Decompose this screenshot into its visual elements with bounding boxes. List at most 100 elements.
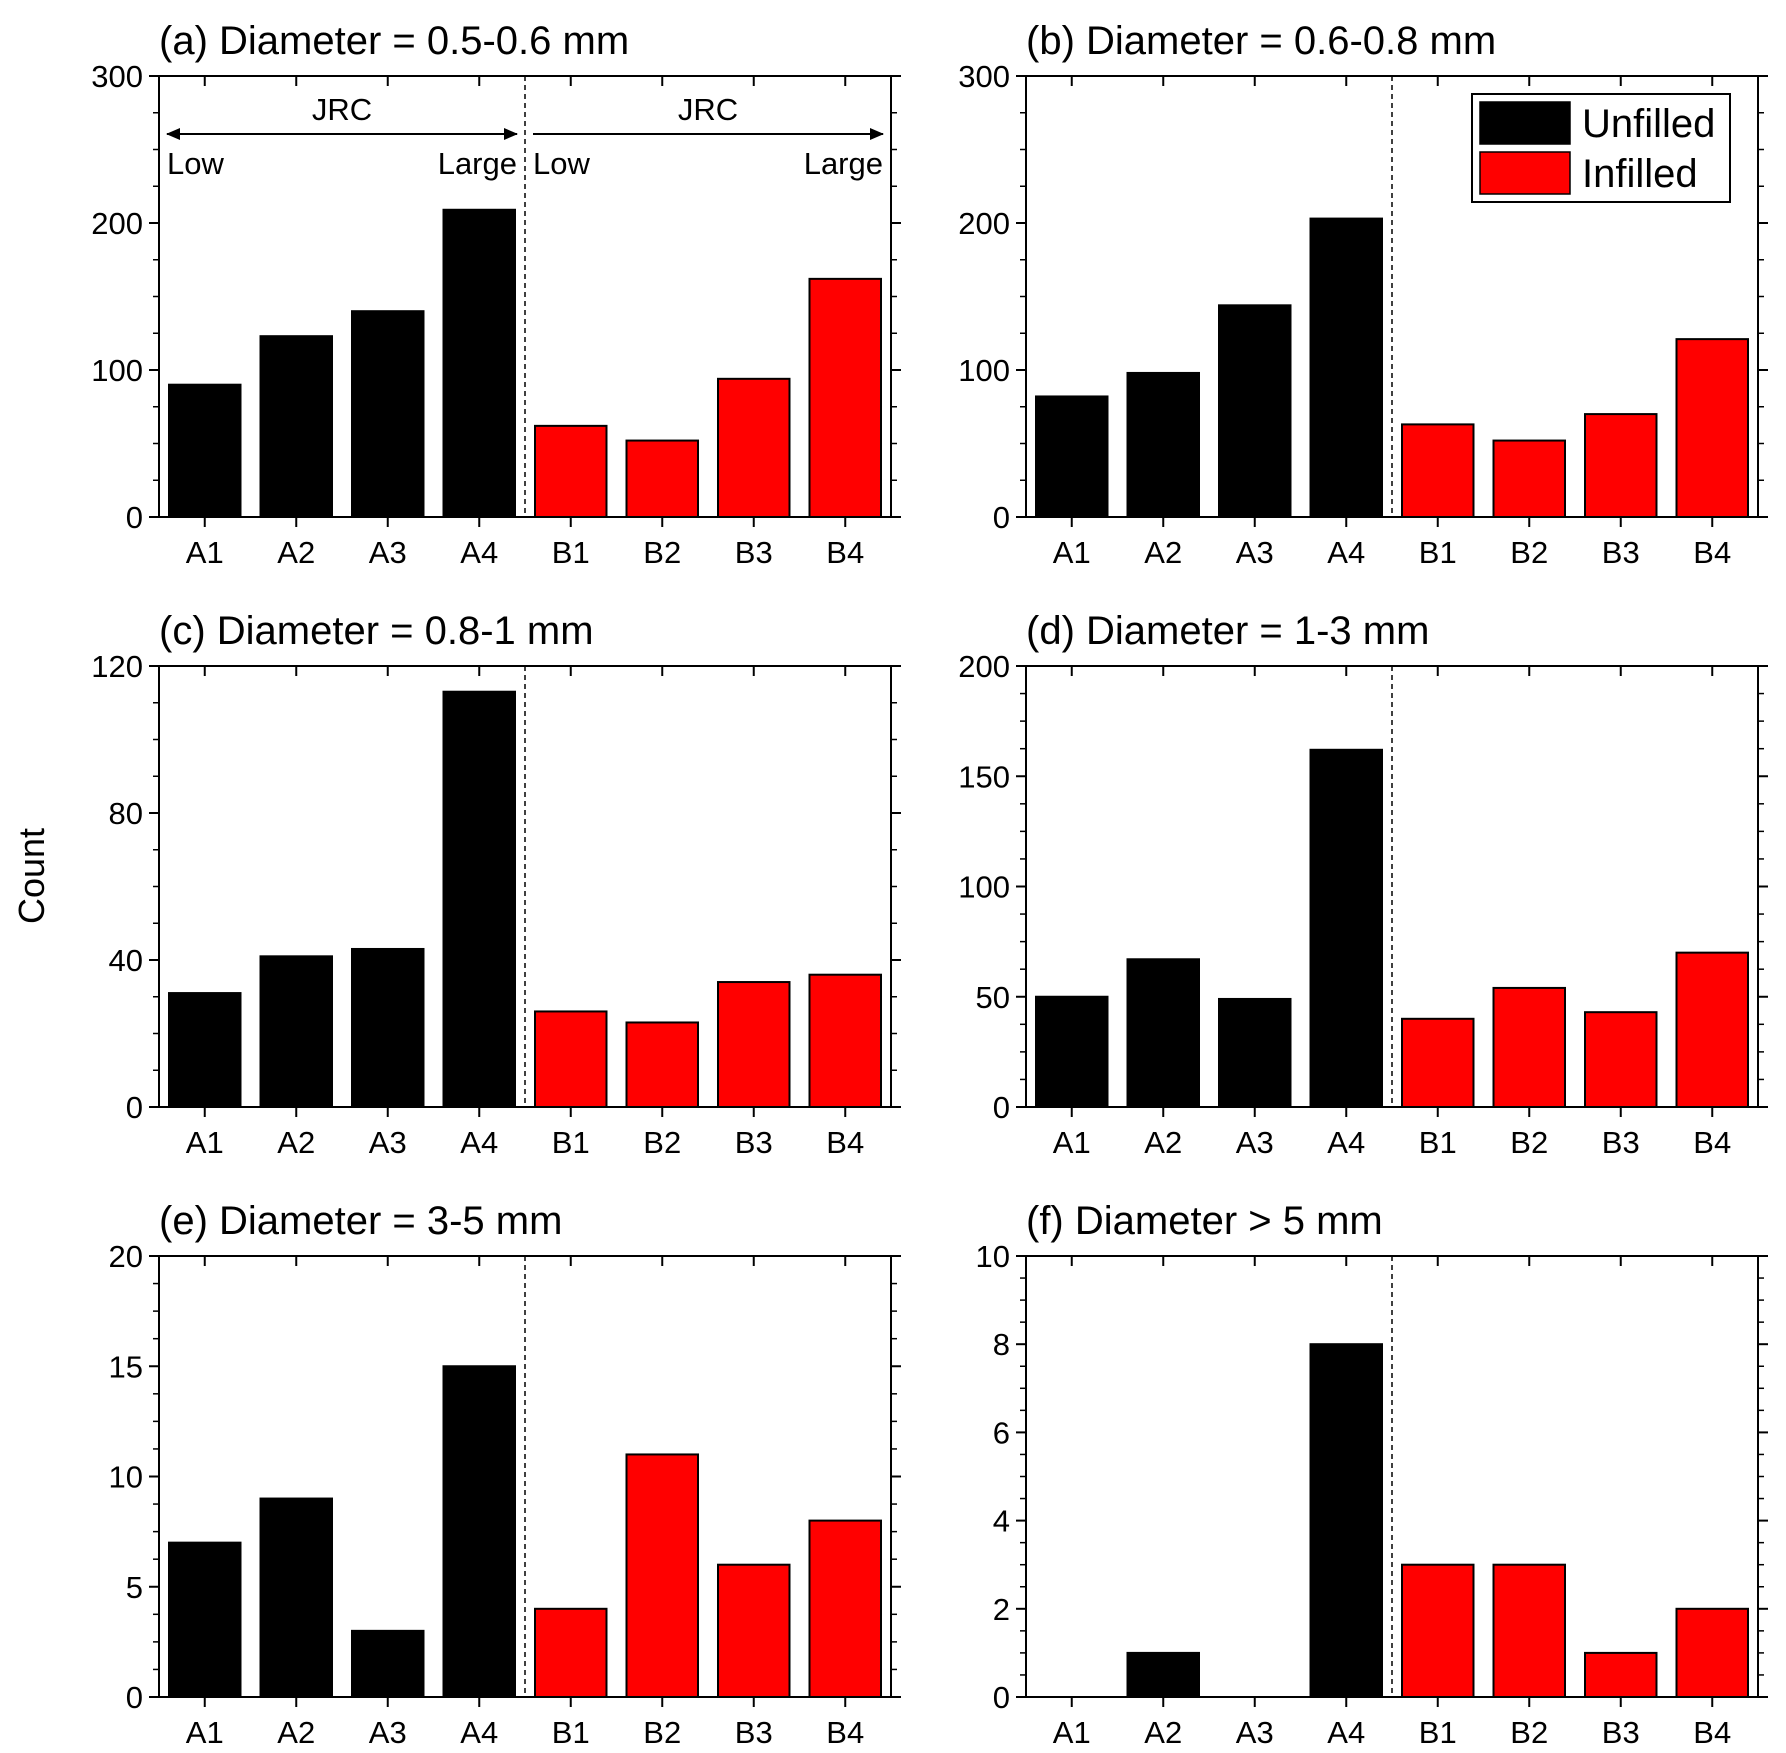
y-tick-label: 100 <box>958 353 1010 388</box>
x-tick-label: B1 <box>1419 535 1457 570</box>
y-tick-label: 80 <box>109 796 143 831</box>
bar-b2 <box>1492 986 1566 1108</box>
jrc-low-right: Low <box>533 146 590 181</box>
bar-b1 <box>534 1607 608 1699</box>
x-tick-label: B2 <box>643 1125 681 1160</box>
panel-f-title: (f) Diameter > 5 mm <box>1026 1199 1383 1243</box>
bar-b4 <box>1675 338 1749 518</box>
x-tick-label: B3 <box>1602 1715 1640 1750</box>
bar-b3 <box>717 1563 791 1698</box>
bar-b1 <box>534 424 608 518</box>
panel-b: (b) Diameter = 0.6-0.8 mm A1 A2 A3 A4 B1 B2 B3 B… <box>958 19 1768 570</box>
legend-label-unfilled: Unfilled <box>1582 102 1715 146</box>
bar-a2 <box>259 335 333 518</box>
bar-b3 <box>1584 413 1658 519</box>
plot-frame <box>1025 1255 1759 1698</box>
bar-b2 <box>625 1453 699 1698</box>
y-tick-label: 15 <box>109 1349 143 1384</box>
bar-a1 <box>168 383 242 519</box>
x-tick-label: A2 <box>277 1125 315 1160</box>
x-tick-label: A4 <box>1327 1125 1365 1160</box>
panel-b-title: (b) Diameter = 0.6-0.8 mm <box>1026 19 1496 63</box>
bar-a3 <box>1218 304 1292 518</box>
plot-frame <box>158 665 892 1108</box>
y-tick-label: 5 <box>126 1570 143 1605</box>
x-tick-label: B4 <box>826 535 864 570</box>
bar-b4 <box>808 973 882 1109</box>
y-tick-label: 2 <box>993 1592 1010 1627</box>
y-tick-label: 6 <box>993 1415 1010 1450</box>
bar-b1 <box>1401 1563 1475 1698</box>
y-tick-label: 200 <box>91 206 143 241</box>
x-tick-label: B2 <box>1510 1125 1548 1160</box>
x-tick-label: B2 <box>1510 535 1548 570</box>
y-tick-label: 200 <box>958 206 1010 241</box>
y-tick-label: 100 <box>958 870 1010 905</box>
x-tick-label: A1 <box>1053 1125 1091 1160</box>
x-tick-label: A2 <box>277 535 315 570</box>
bar-b2 <box>625 1021 699 1108</box>
x-tick-label: A4 <box>1327 1715 1365 1750</box>
x-tick-label: A4 <box>460 1125 498 1160</box>
bar-a4 <box>442 690 516 1108</box>
x-tick-label: B1 <box>1419 1125 1457 1160</box>
panel-f: (f) Diameter > 5 mm A1 A2 A3 A4 B1 B2 B3 B4 0 2 4 6 8… <box>976 1199 1768 1750</box>
bar-a3 <box>351 310 425 519</box>
bar-b4 <box>808 1519 882 1698</box>
x-tick-label: B4 <box>826 1715 864 1750</box>
bar-b2 <box>625 439 699 518</box>
figure-y-axis-label: Count <box>11 828 52 924</box>
x-tick-label: A4 <box>1327 535 1365 570</box>
x-tick-label: A3 <box>1236 1125 1274 1160</box>
x-tick-label: A1 <box>186 1125 224 1160</box>
x-tick-label: A1 <box>1053 535 1091 570</box>
y-tick-label: 300 <box>91 59 143 94</box>
bar-b3 <box>1584 1651 1658 1699</box>
bar-a1 <box>168 992 242 1109</box>
bar-b3 <box>717 981 791 1108</box>
bar-a4 <box>1309 748 1383 1108</box>
x-tick-label: A4 <box>460 1715 498 1750</box>
panel-a-title: (a) Diameter = 0.5-0.6 mm <box>159 19 629 63</box>
bar-a1 <box>1035 995 1109 1108</box>
x-tick-label: B4 <box>1693 1715 1731 1750</box>
x-tick-label: A2 <box>277 1715 315 1750</box>
x-tick-label: A3 <box>1236 1715 1274 1750</box>
bar-a3 <box>351 1629 425 1698</box>
panel-d: (d) Diameter = 1-3 mm A1 A2 A3 A4 B1 B2 B3 B4 0 50… <box>958 609 1768 1160</box>
panel-e: (e) Diameter = 3-5 mm A1 A2 A3 A4 B1 B2 B3 B4 0 5 1… <box>109 1199 901 1750</box>
y-tick-label: 20 <box>109 1239 143 1274</box>
y-tick-label: 0 <box>126 500 143 535</box>
y-tick-label: 50 <box>976 980 1010 1015</box>
x-tick-label: B1 <box>552 1125 590 1160</box>
y-tick-label: 150 <box>958 759 1010 794</box>
x-tick-label: A3 <box>369 535 407 570</box>
y-tick-label: 4 <box>993 1504 1010 1539</box>
panel-d-title: (d) Diameter = 1-3 mm <box>1026 609 1429 653</box>
x-tick-label: B3 <box>735 535 773 570</box>
legend-label-infilled: Infilled <box>1582 152 1698 196</box>
x-tick-label: A2 <box>1144 535 1182 570</box>
x-tick-label: B1 <box>552 535 590 570</box>
jrc-label-left: JRC <box>312 92 372 127</box>
bar-a2 <box>259 955 333 1109</box>
x-tick-label: B1 <box>1419 1715 1457 1750</box>
bar-a2 <box>1126 1651 1200 1699</box>
x-tick-label: B2 <box>643 1715 681 1750</box>
bar-b1 <box>1401 1017 1475 1108</box>
plot-frame <box>158 75 892 518</box>
bar-b1 <box>1401 423 1475 519</box>
x-tick-label: B3 <box>1602 535 1640 570</box>
x-tick-label: A3 <box>1236 535 1274 570</box>
y-tick-label: 10 <box>976 1239 1010 1274</box>
bar-a2 <box>259 1497 333 1699</box>
x-tick-label: B4 <box>1693 535 1731 570</box>
panel-e-title: (e) Diameter = 3-5 mm <box>159 1199 562 1243</box>
bar-a4 <box>1309 217 1383 518</box>
x-tick-label: A4 <box>460 535 498 570</box>
bar-a2 <box>1126 958 1200 1109</box>
y-tick-label: 0 <box>993 500 1010 535</box>
panels: (a) Diameter = 0.5-0.6 mm A1 A2 A3 A4 B1 B2 B3 B… <box>91 19 1768 1750</box>
bar-a1 <box>168 1541 242 1699</box>
